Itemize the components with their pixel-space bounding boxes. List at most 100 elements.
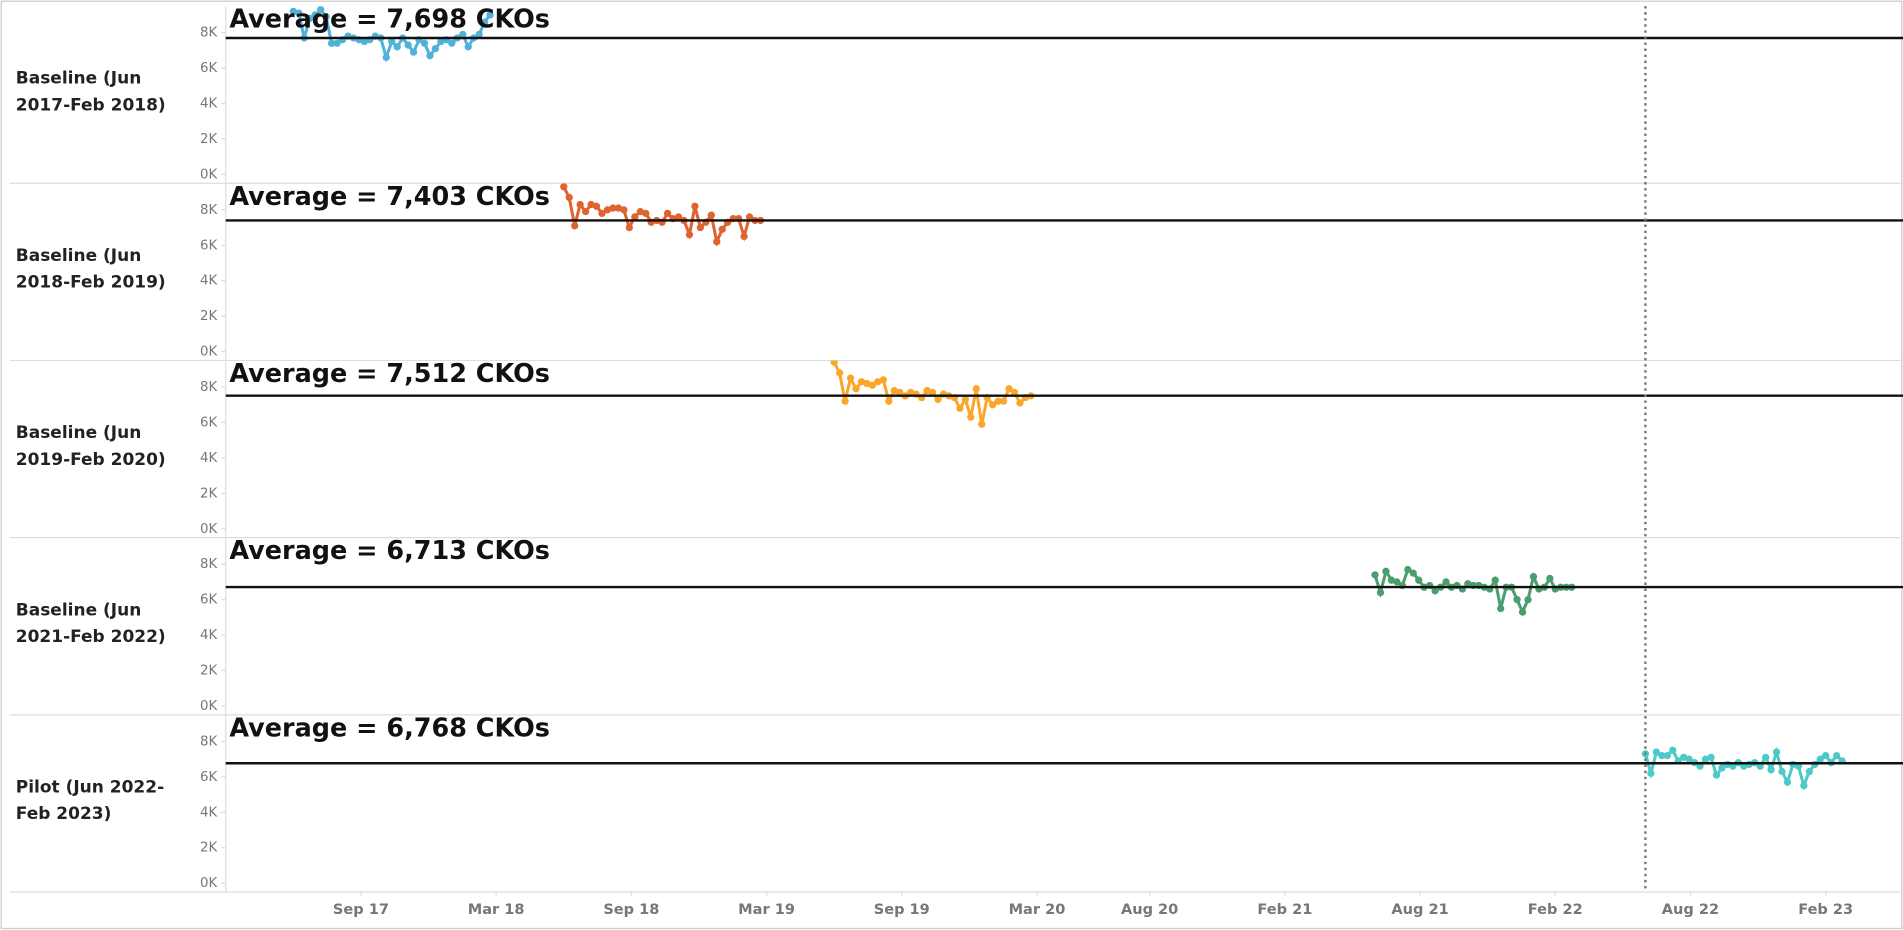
point — [1669, 746, 1677, 754]
point — [409, 48, 418, 56]
point — [289, 7, 297, 16]
point — [846, 374, 855, 382]
point — [674, 213, 683, 221]
point — [718, 225, 726, 233]
point — [691, 202, 699, 210]
point — [1518, 608, 1527, 616]
point — [1822, 751, 1830, 760]
x-tick-label: Aug 21 — [1391, 901, 1448, 918]
point — [311, 11, 319, 19]
point — [1718, 764, 1726, 772]
point — [322, 13, 330, 21]
point — [1431, 587, 1439, 595]
y-tick-label: 6K — [200, 61, 218, 76]
row-label-box: Baseline (Jun 2021-Feb 2022) — [15, 600, 166, 647]
y-tick-label: 6K — [200, 238, 218, 253]
y-tick-label: 6K — [200, 770, 218, 785]
point — [1016, 399, 1024, 407]
row-label: Baseline (Jun 2019-Feb 2020) — [15, 423, 166, 470]
y-tick-label: 8K — [200, 26, 218, 41]
point — [978, 420, 986, 428]
point — [480, 18, 489, 26]
point — [620, 206, 628, 214]
point — [317, 6, 325, 14]
y-tick-label: 0K — [200, 345, 218, 360]
point — [1404, 565, 1412, 574]
row-label-box: Pilot (Jun 2022-Feb 2023) — [16, 778, 164, 824]
y-tick-label: 2K — [200, 132, 218, 147]
point — [1415, 576, 1423, 584]
point — [1680, 753, 1688, 762]
y-tick-label: 6K — [200, 415, 218, 430]
point — [696, 223, 705, 232]
point — [576, 200, 584, 209]
point — [565, 193, 573, 202]
point — [1497, 604, 1505, 613]
average-label: Average = 6,768 CKOs — [229, 713, 550, 743]
point — [934, 395, 942, 404]
point — [1005, 385, 1013, 393]
x-tick-label: Sep 18 — [603, 901, 659, 918]
point — [967, 413, 975, 421]
point — [1491, 576, 1499, 584]
point — [663, 209, 672, 218]
y-tick-label: 8K — [200, 203, 218, 218]
point — [1442, 578, 1450, 586]
point — [631, 213, 639, 221]
y-tick-label: 0K — [200, 699, 218, 714]
y-tick-label: 8K — [200, 380, 218, 395]
point — [852, 385, 860, 393]
point — [1663, 751, 1671, 760]
y-tick-label: 2K — [200, 309, 218, 324]
point — [636, 207, 644, 216]
point — [609, 204, 617, 212]
point — [464, 43, 472, 51]
y-tick-label: 2K — [200, 664, 218, 679]
point — [437, 37, 445, 46]
point — [879, 376, 887, 384]
point — [835, 369, 844, 377]
point — [431, 44, 440, 53]
point — [1772, 748, 1781, 756]
point — [486, 11, 494, 19]
x-tick-label: Mar 19 — [738, 901, 795, 918]
point — [1409, 569, 1417, 577]
x-tick-label: Feb 22 — [1528, 901, 1583, 918]
x-tick-label: Mar 18 — [468, 901, 525, 918]
point — [360, 37, 369, 46]
y-tick-label: 0K — [200, 167, 218, 182]
point — [1761, 753, 1770, 762]
point — [868, 381, 877, 389]
y-tick-label: 2K — [200, 486, 218, 501]
point — [448, 39, 456, 47]
y-tick-label: 0K — [200, 876, 218, 891]
point — [1658, 751, 1666, 760]
point — [885, 397, 893, 405]
point — [625, 223, 633, 232]
point — [1382, 567, 1390, 575]
point — [420, 39, 429, 47]
point — [1805, 767, 1813, 776]
point — [1546, 574, 1554, 583]
point — [598, 209, 606, 218]
point — [426, 52, 434, 60]
point — [388, 37, 396, 46]
row-label: Baseline (Jun 2021-Feb 2022) — [15, 600, 166, 647]
point — [571, 222, 579, 230]
point — [1524, 596, 1532, 604]
point — [896, 388, 904, 396]
y-tick-label: 0K — [200, 522, 218, 537]
point — [1464, 580, 1472, 588]
point — [587, 200, 595, 209]
x-tick-label: Sep 19 — [874, 901, 930, 918]
point — [1652, 748, 1660, 756]
y-tick-label: 8K — [200, 734, 218, 749]
point — [1387, 576, 1396, 584]
point — [382, 53, 390, 62]
point — [295, 9, 303, 17]
point — [830, 360, 838, 366]
y-tick-label: 4K — [200, 274, 218, 289]
point — [603, 206, 612, 214]
